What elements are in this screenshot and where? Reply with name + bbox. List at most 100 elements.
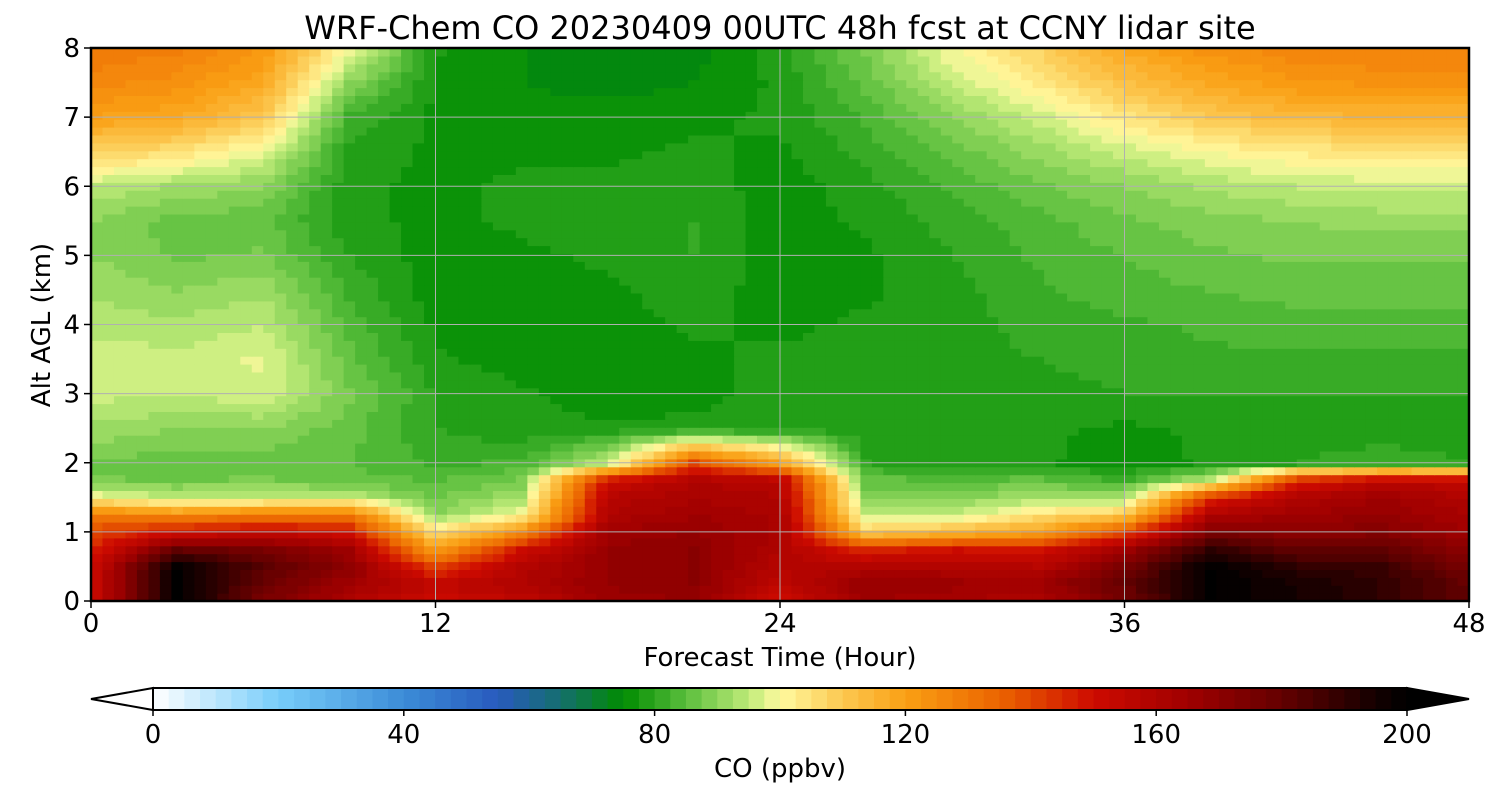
field-cell [1296,356,1309,365]
field-cell [745,356,758,365]
field-cell [1067,482,1080,491]
field-cell [894,300,907,310]
field-cell [469,332,483,341]
field-cell [1342,529,1355,539]
field-cell [1354,490,1367,499]
field-cell [757,443,770,452]
field-cell [274,522,287,531]
field-cell [91,387,104,397]
field-cell [1158,316,1172,326]
field-cell [1319,506,1332,515]
field-cell [757,403,770,412]
field-cell [1216,403,1229,412]
field-cell [297,514,310,523]
field-cell [929,490,942,499]
field-cell [757,277,770,286]
field-cell [1262,348,1275,357]
field-cell [894,419,907,428]
field-cell [228,522,241,531]
field-cell [848,585,861,594]
field-cell [274,285,287,294]
field-cell [435,443,448,452]
field-cell [1354,435,1367,444]
field-cell [1204,348,1217,357]
field-cell [630,427,643,436]
field-cell [1170,371,1183,381]
field-cell [573,269,586,278]
field-cell [734,427,747,436]
field-cell [722,411,735,420]
field-cell [998,364,1011,373]
field-cell [515,553,528,563]
field-cell [136,379,150,389]
field-cell [159,427,172,436]
field-cell [1423,356,1436,365]
field-cell [1296,585,1309,594]
field-cell [917,569,930,578]
field-cell [975,522,988,531]
field-cell [412,403,425,412]
field-cell [1216,466,1229,476]
field-cell [1308,482,1321,491]
field-cell [802,435,816,444]
field-cell [1446,482,1459,491]
field-cell [320,300,333,310]
field-cell [1021,577,1034,586]
field-cell [573,316,586,326]
field-cell [1101,348,1114,357]
field-cell [355,324,368,333]
field-cell [148,498,161,507]
field-cell [125,435,138,444]
field-cell [1170,292,1183,302]
field-cell [917,522,930,531]
field-cell [1158,292,1172,302]
field-cell [619,498,632,507]
field-cell [1434,514,1447,523]
field-cell [446,379,460,389]
field-cell [1262,435,1275,444]
field-cell [1135,324,1149,333]
field-cell [963,585,976,594]
field-cell [848,522,861,531]
field-cell [986,466,999,476]
field-cell [596,419,609,428]
field-cell [113,379,127,389]
field-cell [159,411,172,420]
field-cell [642,269,655,278]
field-cell [458,387,471,397]
field-cell [1239,419,1252,428]
field-cell [1423,561,1436,570]
field-cell [1296,379,1309,389]
field-cell [113,316,127,326]
field-cell [791,379,804,389]
field-cell [148,506,161,515]
field-cell [1135,277,1149,286]
field-cell [573,482,586,491]
field-cell [263,514,276,523]
field-cell [1446,435,1459,444]
field-cell [1158,277,1172,286]
field-cell [527,371,540,381]
field-cell [573,332,586,341]
field-cell [1285,482,1298,491]
field-cell [676,443,689,452]
field-cell [205,308,218,318]
field-cell [286,427,299,436]
field-cell [1158,482,1172,491]
field-cell [1388,340,1401,349]
field-cell [791,300,804,310]
field-cell [481,316,494,326]
field-cell [240,443,253,452]
field-cell [1250,387,1263,397]
field-cell [1124,450,1137,460]
field-cell [1204,482,1217,491]
field-cell [286,364,299,373]
field-cell [309,490,322,499]
field-cell [1411,395,1424,405]
field-cell [1250,403,1263,412]
field-cell [1319,522,1332,531]
field-cell [205,450,218,460]
field-cell [1113,545,1126,555]
field-cell [917,553,930,563]
field-cell [722,332,735,341]
